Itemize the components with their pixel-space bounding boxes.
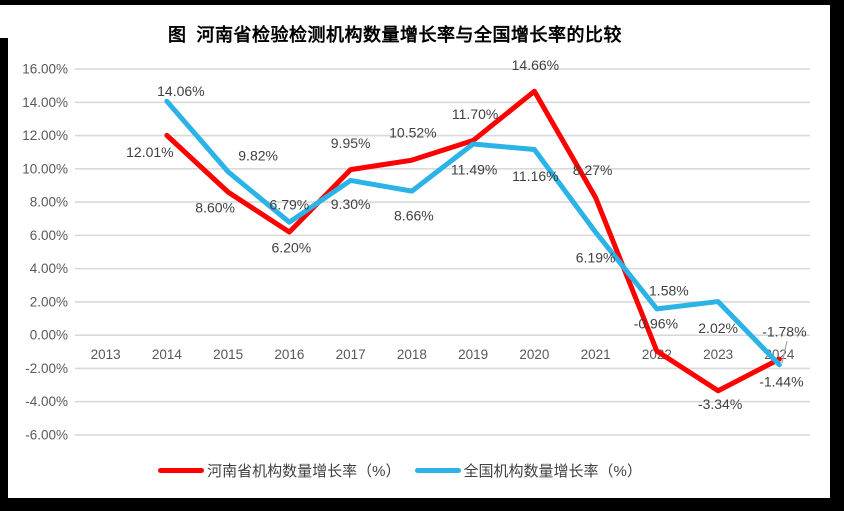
y-axis-tick-label: 14.00% bbox=[22, 95, 68, 110]
y-axis-tick-label: 16.00% bbox=[22, 62, 68, 77]
legend-item-henan: 河南省机构数量增长率（%） bbox=[158, 460, 401, 481]
y-axis-tick-label: 2.00% bbox=[30, 294, 68, 309]
y-axis-tick-label: 10.00% bbox=[22, 161, 68, 176]
legend-label-henan: 河南省机构数量增长率（%） bbox=[207, 462, 401, 480]
data-label: 2.02% bbox=[698, 320, 738, 336]
y-axis-tick-label: 8.00% bbox=[30, 195, 68, 210]
data-label: 9.30% bbox=[331, 196, 371, 212]
data-label: 9.95% bbox=[331, 135, 371, 151]
data-label: 8.60% bbox=[195, 200, 235, 216]
data-label: -3.34% bbox=[698, 396, 742, 412]
data-label-leader-line bbox=[781, 340, 788, 364]
chart-legend: 河南省机构数量增长率（%） 全国机构数量增长率（%） bbox=[0, 457, 800, 483]
y-axis-tick-label: -2.00% bbox=[25, 361, 68, 376]
data-label: 11.49% bbox=[451, 162, 497, 178]
data-label: 11.16% bbox=[512, 168, 558, 184]
y-axis-tick-label: -4.00% bbox=[25, 394, 68, 409]
data-label: 6.20% bbox=[272, 240, 312, 256]
y-axis-tick-label: 4.00% bbox=[30, 261, 68, 276]
data-label: 8.66% bbox=[394, 208, 434, 224]
x-axis-tick-label: 2019 bbox=[458, 347, 488, 362]
x-axis-tick-label: 2016 bbox=[274, 347, 304, 362]
x-axis-tick-label: 2018 bbox=[397, 347, 427, 362]
x-axis-tick-label: 2021 bbox=[581, 347, 611, 362]
x-axis-tick-label: 2020 bbox=[519, 347, 549, 362]
data-label: 10.52% bbox=[389, 125, 436, 141]
x-axis-tick-label: 2015 bbox=[213, 347, 243, 362]
window-border-bottom bbox=[0, 498, 844, 511]
x-axis-tick-label: 2013 bbox=[91, 347, 121, 362]
chart-title: 图 河南省检验检测机构数量增长率与全国增长率的比较 bbox=[168, 25, 622, 45]
data-label: 9.82% bbox=[238, 147, 278, 163]
window-border-right bbox=[830, 0, 844, 511]
data-label: 8.27% bbox=[573, 162, 613, 178]
legend-label-national: 全国机构数量增长率（%） bbox=[463, 462, 642, 480]
x-axis-tick-label: 2023 bbox=[703, 347, 733, 362]
data-label: 6.79% bbox=[270, 197, 310, 213]
data-label: 14.66% bbox=[512, 57, 559, 73]
y-axis-tick-label: 6.00% bbox=[30, 228, 68, 243]
data-label: 14.06% bbox=[157, 83, 204, 99]
data-label: 11.70% bbox=[452, 106, 498, 122]
data-label: 12.01% bbox=[126, 144, 173, 160]
henan-series-swatch-icon bbox=[158, 467, 205, 473]
y-axis-tick-label: 0.00% bbox=[30, 328, 68, 343]
x-axis-tick-label: 2014 bbox=[152, 347, 183, 362]
henan-series-line bbox=[164, 88, 782, 394]
data-label: -0.96% bbox=[634, 316, 678, 332]
national-series-line bbox=[164, 98, 782, 368]
window-border-left bbox=[0, 38, 8, 511]
legend-item-national: 全国机构数量增长率（%） bbox=[414, 460, 642, 481]
window-border-top bbox=[0, 0, 844, 5]
data-label: 6.19% bbox=[576, 250, 616, 266]
data-label: -1.78% bbox=[762, 323, 806, 339]
national-series-swatch-icon bbox=[414, 467, 461, 473]
y-axis-tick-label: 12.00% bbox=[22, 128, 68, 143]
y-axis-tick-label: -6.00% bbox=[25, 428, 68, 443]
data-label: 1.58% bbox=[649, 282, 689, 298]
x-axis-tick-label: 2017 bbox=[336, 347, 366, 362]
data-label: -1.44% bbox=[759, 374, 803, 390]
